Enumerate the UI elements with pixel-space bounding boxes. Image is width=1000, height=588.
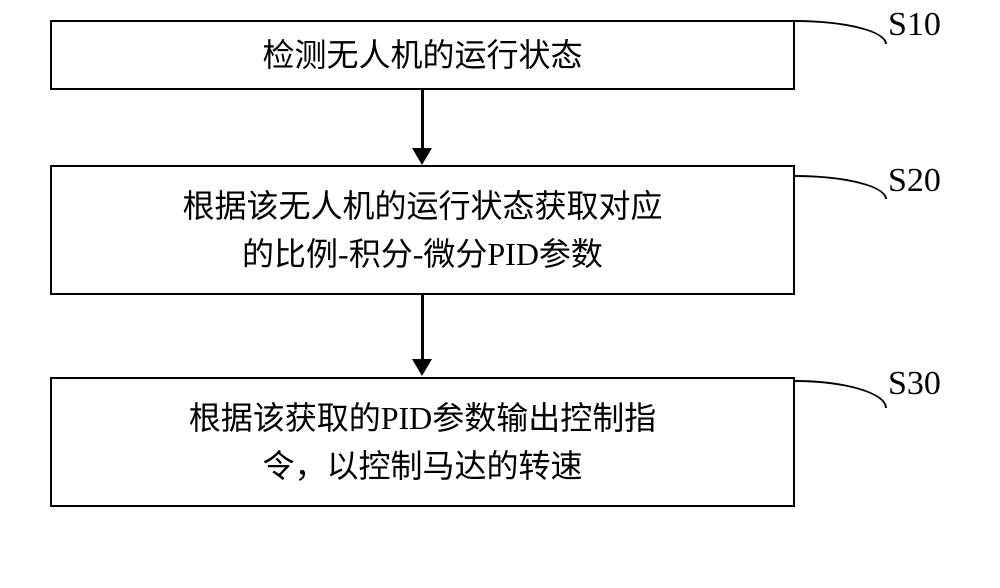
flowchart-step-s10: 检测无人机的运行状态: [50, 20, 795, 90]
step-s30-text: 根据该获取的PID参数输出控制指 令，以控制马达的转速: [189, 394, 657, 490]
step-s30-label: S30: [888, 365, 941, 403]
step-s20-text: 根据该无人机的运行状态获取对应 的比例-积分-微分PID参数: [182, 182, 662, 278]
step-s20-label: S20: [888, 162, 941, 200]
flowchart-step-s20: 根据该无人机的运行状态获取对应 的比例-积分-微分PID参数: [50, 165, 795, 295]
step-s10-connector: [795, 20, 887, 44]
flowchart-step-s30: 根据该获取的PID参数输出控制指 令，以控制马达的转速: [50, 377, 795, 507]
arrow-shaft: [421, 90, 424, 150]
step-s20-connector: [795, 175, 887, 199]
arrow-shaft: [421, 295, 424, 361]
arrow-head-icon: [412, 359, 432, 376]
step-s10-label: S10: [888, 6, 941, 44]
step-s30-connector: [795, 380, 887, 408]
arrow-head-icon: [412, 148, 432, 165]
step-s10-text: 检测无人机的运行状态: [262, 31, 582, 79]
